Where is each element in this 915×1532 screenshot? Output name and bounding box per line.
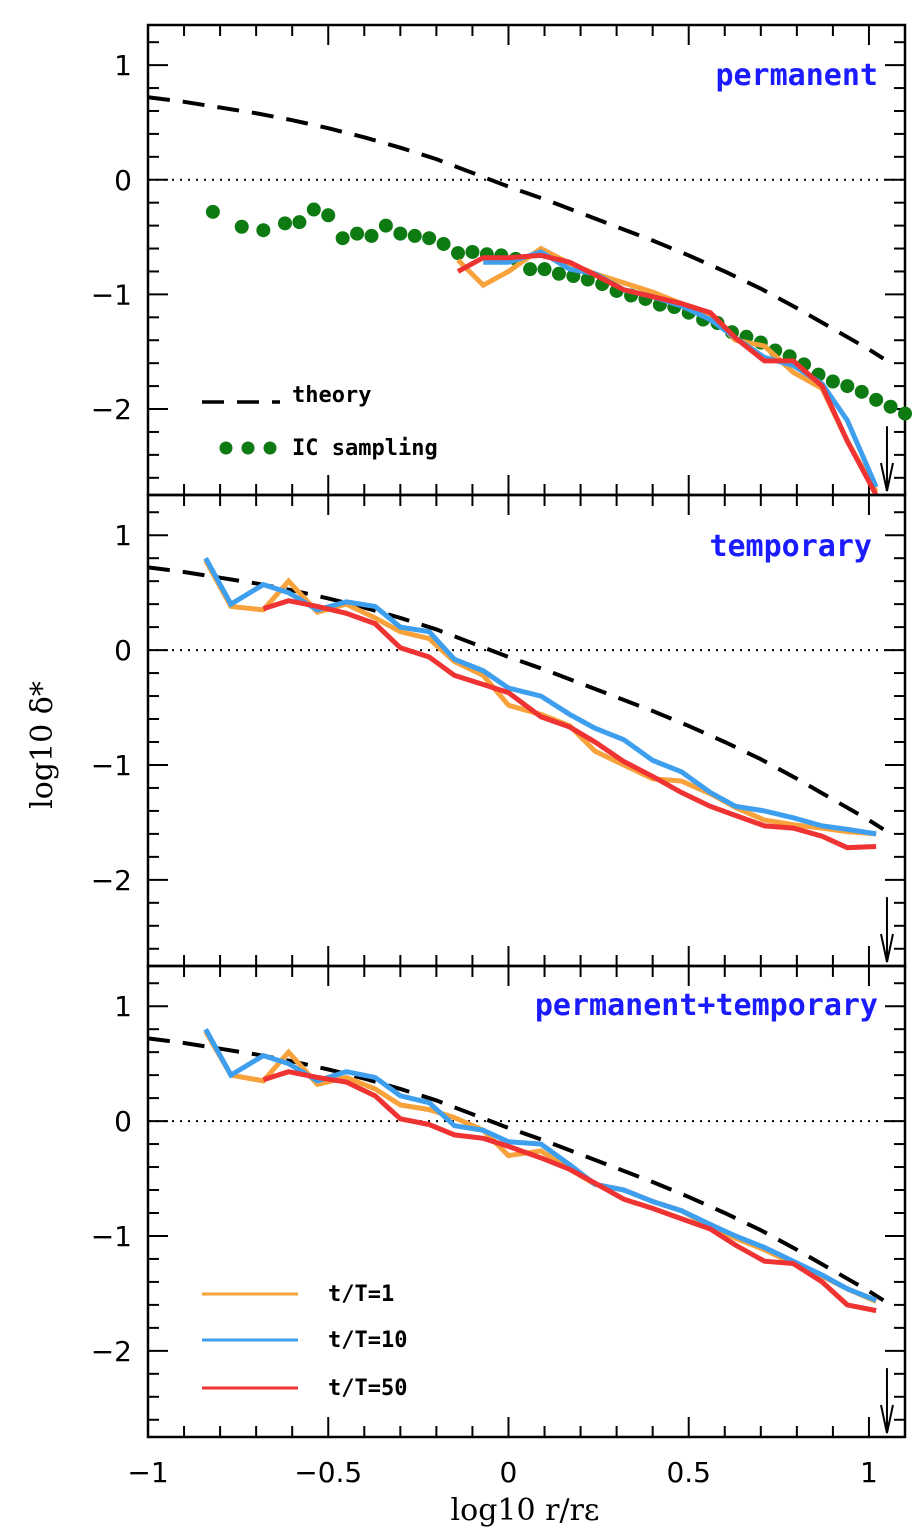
y-tick-label: 0 <box>114 634 132 667</box>
ic-sampling-point <box>335 231 350 246</box>
ic-sampling-point <box>465 244 480 259</box>
theory-curve <box>147 95 885 361</box>
ic-sampling-point <box>840 379 855 394</box>
y-axis-title: log10 δ* <box>25 681 60 809</box>
theory-curve <box>147 1036 885 1302</box>
series-line-t-t-10 <box>203 1027 878 1303</box>
ic-sampling-point <box>321 208 336 223</box>
ic-sampling-point <box>898 406 912 421</box>
y-tick-label: 1 <box>114 49 132 82</box>
ic-sampling-point <box>854 384 869 399</box>
x-tick-label: 0.5 <box>666 1456 711 1489</box>
panel-label: permanent+temporary <box>535 988 878 1023</box>
x-tick-label: 1 <box>860 1456 878 1489</box>
ic-sampling-point <box>436 236 451 251</box>
ic-sampling-point <box>825 374 840 389</box>
y-tick-label: −2 <box>91 864 132 897</box>
ic-sampling-point <box>407 228 422 243</box>
upper-limit-arrowhead <box>879 1404 894 1434</box>
panel-temporary: 1 0 −1 −2 temporary <box>91 493 907 968</box>
y-tick-label: −1 <box>91 1220 132 1253</box>
legend-ic-swatch-dot <box>241 441 255 455</box>
x-tick-labels: −1 −0.5 0 0.5 1 <box>127 1456 878 1489</box>
y-tick-label: 1 <box>114 990 132 1023</box>
legend-ic-swatch-dot <box>219 441 233 455</box>
ic-sampling-point <box>869 392 884 407</box>
ic-sampling-point <box>350 226 365 241</box>
ic-sampling-point <box>256 223 271 238</box>
ic-sampling-point <box>523 262 538 277</box>
panel-permanent-plus-temporary: 1 0 −1 −2 permanent+temporary t/T=1 t/T=10 t/T=… <box>91 964 907 1439</box>
ic-sampling-point <box>205 204 220 219</box>
series-line-t-t-10 <box>203 556 877 837</box>
panel-frame <box>146 493 907 968</box>
ic-sampling-point <box>306 202 321 217</box>
upper-limit-arrowhead <box>879 933 894 963</box>
ic-sampling-point <box>292 215 307 230</box>
x-tick-label: −1 <box>127 1456 168 1489</box>
ic-sampling-point <box>234 219 249 234</box>
legend-ic-label: IC sampling <box>292 436 438 461</box>
ic-sampling-point <box>378 218 393 233</box>
panel-frame <box>146 964 907 1439</box>
ic-sampling-point <box>551 266 566 281</box>
y-tick-label: 0 <box>114 164 132 197</box>
y-tick-label: 1 <box>114 519 132 552</box>
legend-theory-label: theory <box>292 383 371 408</box>
ic-sampling-point <box>537 262 552 277</box>
legend-ic-swatch-dot <box>263 441 277 455</box>
ic-sampling-point <box>277 216 292 231</box>
panel-permanent: 1 0 −1 −2 permanent theory IC sampling <box>91 23 912 497</box>
ic-sampling-point <box>393 226 408 241</box>
ic-sampling-point <box>364 228 379 243</box>
x-tick-label: −0.5 <box>294 1456 362 1489</box>
y-tick-label: −2 <box>91 393 132 426</box>
theory-curve <box>147 565 885 831</box>
y-tick-label: −2 <box>91 1335 132 1368</box>
x-tick-label: 0 <box>500 1456 518 1489</box>
ic-sampling-point <box>580 272 595 287</box>
legend-series-label: t/T=50 <box>328 1376 407 1401</box>
y-tick-label: 0 <box>114 1105 132 1138</box>
ic-sampling-point <box>422 231 437 246</box>
ic-sampling-point <box>883 399 898 414</box>
upper-limit-arrowhead <box>879 462 894 492</box>
panel-label: permanent <box>715 58 878 93</box>
panel-label: temporary <box>709 529 872 564</box>
y-tick-label: −1 <box>91 749 132 782</box>
series-line-t-t-50 <box>262 1069 877 1314</box>
series-line-t-t-50 <box>262 598 877 851</box>
legend-series-label: t/T=10 <box>328 1328 407 1353</box>
y-tick-label: −1 <box>91 278 132 311</box>
legend-series-label: t/T=1 <box>328 1282 394 1307</box>
series-line-t-t-50 <box>456 252 879 497</box>
ic-sampling-point <box>451 246 466 261</box>
x-axis-title: log10 r/rε <box>451 1493 600 1528</box>
